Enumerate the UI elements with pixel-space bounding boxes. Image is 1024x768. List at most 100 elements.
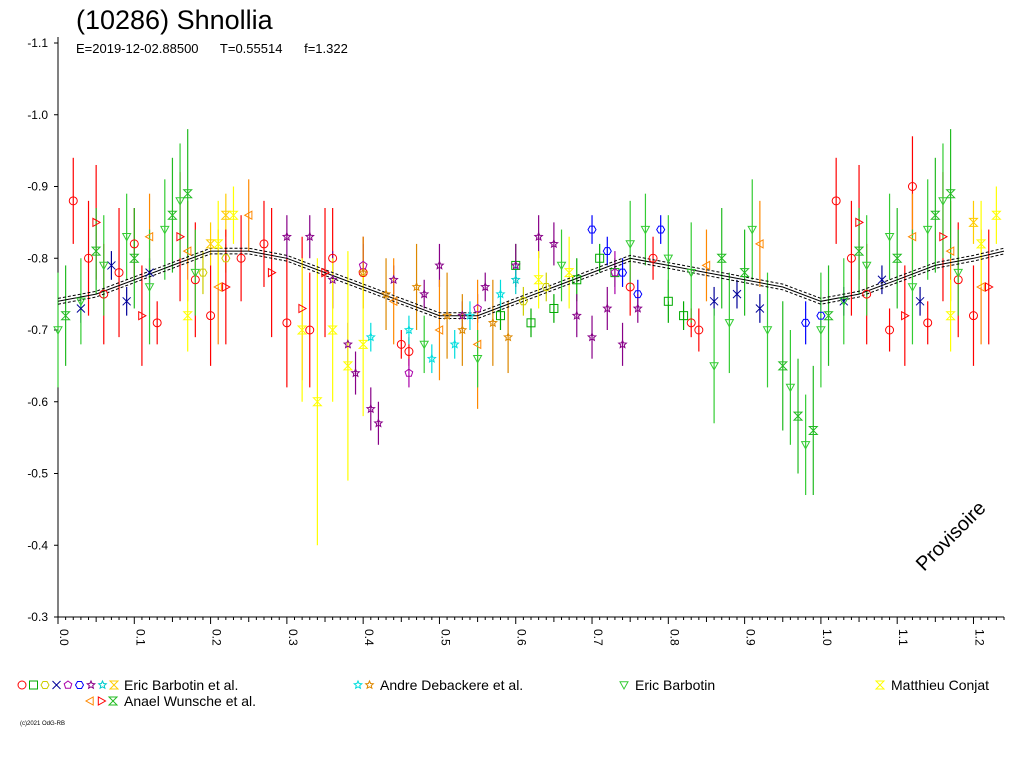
data-point (976, 282, 985, 292)
data-point (625, 282, 635, 292)
y-tick-label: -1.0 (27, 108, 48, 122)
data-point (853, 246, 865, 256)
data-point (380, 288, 392, 299)
legend-entry-andre-debackere-et-al: Andre Debackere et al. (352, 676, 523, 693)
data-point (610, 267, 620, 277)
legend-label: Eric Barbotin et al. (124, 677, 239, 694)
data-point (792, 411, 804, 421)
data-point (182, 246, 192, 256)
data-point (572, 275, 582, 285)
legend-symbols (619, 681, 629, 691)
y-tick-label: -1.1 (27, 36, 48, 50)
legend-label: Eric Barbotin (635, 677, 716, 694)
data-point (907, 283, 918, 293)
data-point (426, 353, 437, 363)
data-point (350, 367, 361, 378)
data-point (915, 296, 925, 306)
data-point (213, 282, 222, 292)
data-point (701, 260, 711, 271)
x-tick-label: 0.5 (438, 629, 452, 646)
data-point (755, 304, 765, 313)
x-tick-label: 0.6 (515, 629, 529, 646)
factor-label: f=1.322 (304, 41, 348, 56)
data-point (373, 418, 384, 428)
data-point (953, 268, 964, 278)
axes: -1.1 -1.0 -0.9 -0.8 -0.7 -0.6 -0.5 -0.4 -0.3 0.0 0… (27, 36, 1005, 646)
data-point (221, 254, 231, 263)
data-point (808, 426, 819, 435)
data-point (206, 311, 216, 321)
legend-label: Matthieu Conjat (891, 677, 990, 694)
data-point (816, 311, 826, 320)
data-point (243, 210, 253, 221)
data-point (388, 296, 398, 307)
data-point (938, 197, 948, 206)
data-point (549, 303, 559, 313)
x-tick-label: 0.7 (591, 629, 605, 646)
x-tick-label: 1.0 (820, 629, 834, 646)
data-point (327, 325, 338, 335)
data-point (298, 303, 308, 314)
data-point (862, 289, 872, 299)
data-point (176, 231, 186, 242)
y-tick-label: -0.4 (27, 538, 48, 552)
data-point (449, 339, 460, 349)
data-point (68, 196, 78, 206)
data-point (411, 281, 422, 292)
data-point (198, 268, 208, 277)
data-point (907, 182, 917, 191)
data-point (602, 303, 613, 313)
data-point (40, 681, 50, 690)
data-point (404, 347, 414, 357)
data-point (510, 260, 521, 270)
data-point (138, 310, 147, 321)
copyright-note: (c)2021 OdG-RB (20, 721, 66, 727)
chart-title: (10286) Shnollia (76, 5, 273, 35)
data-point (533, 275, 544, 285)
data-point (472, 355, 483, 364)
data-point (312, 397, 323, 407)
data-point (442, 310, 453, 320)
data-point (563, 268, 575, 278)
data-point (548, 238, 559, 249)
data-point (327, 274, 338, 285)
x-tick-label: 1.2 (972, 629, 986, 646)
data-point (625, 240, 636, 249)
data-point (457, 310, 468, 320)
data-point (785, 383, 796, 393)
data-point (457, 324, 468, 335)
data-point (694, 325, 704, 335)
data-point (121, 233, 132, 242)
data-point (107, 696, 119, 706)
legend-symbols (874, 680, 886, 690)
data-point (846, 253, 856, 263)
data-point (663, 296, 673, 306)
data-point (328, 253, 338, 263)
data-point (777, 361, 789, 371)
data-point (222, 282, 231, 292)
data-point (754, 239, 764, 249)
data-point (640, 225, 651, 235)
data-point (282, 318, 292, 328)
data-point (114, 268, 124, 278)
data-point (63, 680, 73, 689)
data-point (434, 325, 444, 335)
data-point (212, 239, 224, 249)
data-point (816, 326, 826, 336)
data-point (364, 680, 375, 690)
data-point (922, 225, 933, 235)
data-point (571, 310, 582, 320)
data-point (526, 318, 536, 328)
data-point (709, 362, 719, 371)
data-point (838, 297, 849, 307)
legend-entry-anael-wunsche-et-al: Anael Wunsche et al. (84, 692, 256, 709)
data-point (633, 290, 643, 299)
data-point (472, 339, 482, 350)
data-point (236, 253, 246, 263)
legend-symbols (84, 696, 119, 707)
data-point (434, 260, 445, 270)
data-point (84, 253, 94, 263)
data-point (52, 680, 61, 690)
data-point (891, 253, 903, 263)
data-point (267, 267, 277, 278)
